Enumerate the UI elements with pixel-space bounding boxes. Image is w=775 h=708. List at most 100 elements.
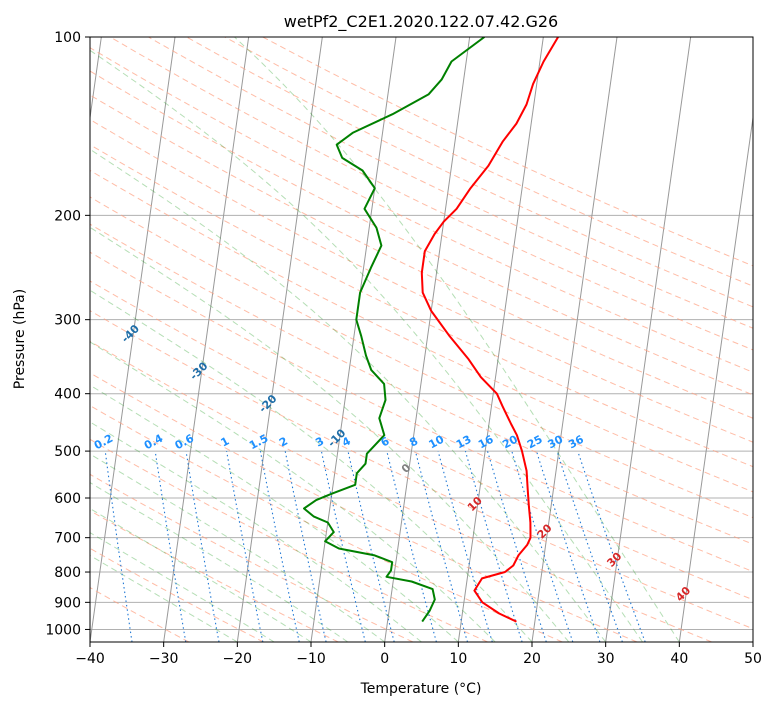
mixing-ratio-line [414,450,469,642]
moist-adiabat-line [90,507,312,642]
mixing-ratio-line [386,450,437,642]
moist-adiabat-line [90,532,275,642]
dry-adiabat-line [148,37,753,329]
mixing-ratio-label: 25 [525,433,545,452]
mixing-ratio-label: 10 [427,433,447,452]
x-tick-label: 50 [744,651,762,667]
x-tick-label: −10 [296,651,326,667]
y-axis-label: Pressure (hPa) [12,289,28,389]
mixing-ratio-line [577,450,646,642]
x-tick-label: 20 [523,651,541,667]
isotherm-line [752,638,753,642]
mixing-ratio-line [104,451,133,642]
isotherm-label: 20 [535,521,555,541]
x-axis-label: Temperature (°C) [360,681,482,697]
plot-frame [89,36,754,643]
dry-adiabat-line [90,310,753,630]
isotherm-label: -50 [51,278,74,301]
isotherm-label: -60 [0,231,8,254]
mixing-ratio-line [259,450,300,642]
moist-adiabat-line [90,421,422,642]
dry-adiabat-line [90,47,753,373]
x-tick-label: −40 [75,651,105,667]
mixing-ratio-line [535,450,601,642]
isotherm-line [605,37,692,642]
y-tick-label: 1000 [45,622,81,638]
y-tick-label: 400 [54,387,81,403]
x-tick-label: 10 [449,651,467,667]
isotherm-label: 30 [604,549,624,569]
dry-adiabat-line [90,340,712,642]
x-tick-label: 40 [670,651,688,667]
mixing-ratio-line [185,451,220,642]
y-tick-label: 900 [54,595,81,611]
isotherm-line [384,37,471,642]
mixing-ratio-label: 16 [476,433,496,452]
dry-adiabat-line [90,169,753,493]
mixing-ratio-label: 1 [219,434,232,449]
dry-adiabat-line [90,144,753,468]
moist-adiabat-line [90,148,607,642]
dry-adiabat-line [90,510,339,642]
mixing-ratio-label: 36 [566,433,586,452]
moist-adiabat-line [90,289,533,642]
moist-adiabat-line [234,37,680,642]
plot-area [90,37,753,642]
mixing-ratio-line [556,450,623,642]
axes: −40 −30 −20 −10 0 10 20 30 40 50 100 200 300 400 500 60… [45,30,762,667]
isotherm-line [90,37,176,642]
x-tick-label: −30 [149,651,179,667]
chart-title: wetPf2_C2E1.2020.122.07.42.G26 [284,12,558,32]
isotherm-label: -30 [187,359,210,382]
y-tick-label: 200 [54,208,81,224]
dry-adiabat-line [90,94,753,419]
x-tick-label: −20 [223,651,253,667]
mixing-ratio-line [154,451,187,642]
dry-adiabat-line [90,223,753,545]
moist-adiabat-line [90,453,385,642]
dry-adiabat-line [109,37,753,351]
isotherm-line [163,37,250,642]
isotherm-label: -40 [119,322,142,345]
mixing-ratio-label: 20 [500,433,520,452]
dewpoint-profile-line [303,37,485,623]
x-tick-label: 30 [597,651,615,667]
dry-adiabat-line [90,438,488,642]
moist-adiabat-line [90,341,496,642]
x-tick-label: 0 [380,651,389,667]
dry-adiabat-line [90,251,753,573]
isotherm-line [90,37,102,122]
mixing-ratio-label: 0.4 [142,432,166,453]
mixing-ratio-line [511,450,574,642]
dry-adiabat-line [90,280,753,601]
dry-adiabat-line [90,473,414,642]
mixing-ratio-label: 13 [454,433,474,452]
isotherm-line [457,37,544,642]
isotherm-line [531,37,618,642]
moist-adiabat-line [90,481,349,642]
diagram-labels: 0.10.20.40.611.52346810131620253036-100-… [0,231,694,604]
mixing-ratio-line [226,451,264,642]
y-tick-label: 500 [54,444,81,460]
moist-adiabat-line [90,384,459,642]
dry-adiabat-line [90,405,563,642]
isotherm-line [236,37,323,642]
dry-adiabat-line [90,118,753,443]
dry-adiabat-line [224,37,753,287]
y-tick-label: 700 [54,531,81,547]
dry-adiabat-line [186,37,753,308]
mixing-ratio-line [486,450,547,642]
mixing-ratio-label: 2 [277,434,290,449]
dry-adiabat-line [90,70,753,396]
moist-adiabat-line [90,554,238,642]
mixing-ratio-line [284,450,327,642]
moist-adiabat-line [90,226,570,642]
mixing-ratio-label: 8 [407,434,420,449]
temperature-profile-line [420,37,559,623]
y-tick-label: 300 [54,313,81,329]
isotherm-label: 10 [465,494,485,514]
mixing-ratio-line [347,450,395,642]
isotherm-label: 40 [673,584,693,604]
mixing-ratio-label: 30 [546,433,566,452]
